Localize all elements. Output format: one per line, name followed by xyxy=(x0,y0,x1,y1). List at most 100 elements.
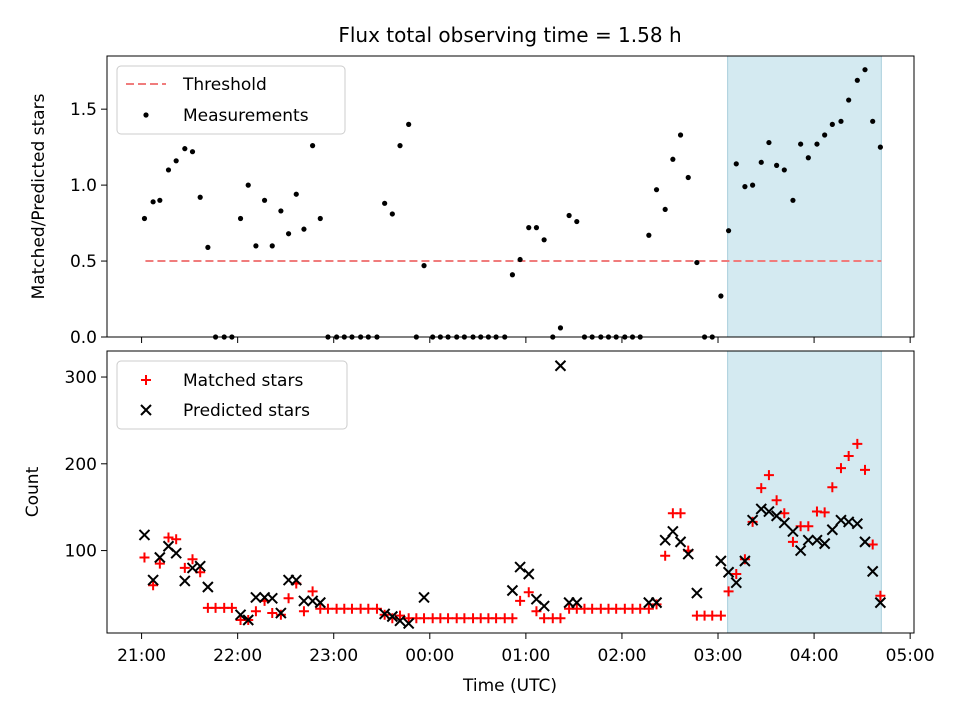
measurement-point xyxy=(517,256,523,263)
predicted-star-point xyxy=(394,615,406,627)
highlight-span xyxy=(727,55,882,338)
measurement-point xyxy=(533,225,540,231)
x-tick-label: 03:00 xyxy=(694,646,743,666)
measurement-point xyxy=(406,121,412,127)
measurement-point xyxy=(742,184,748,190)
measurement-point xyxy=(805,155,811,161)
predicted-star-point xyxy=(170,547,182,559)
predicted-star-point xyxy=(290,574,302,586)
matched-star-point xyxy=(747,516,758,527)
measurement-point xyxy=(197,194,203,200)
y-tick-label: 200 xyxy=(65,455,97,475)
predicted-star-point xyxy=(866,565,879,578)
x-axis-bottom: 21:00 22:00 23:00 00:00 01:00 02:00 03:00 04:00… xyxy=(117,633,935,666)
measurement-point xyxy=(541,237,547,243)
matched-star-point xyxy=(827,482,838,493)
measurement-point xyxy=(382,200,388,206)
measurement-point xyxy=(862,67,868,73)
y-axis-bottom: 100 200 300 xyxy=(65,368,107,562)
measurement-point xyxy=(798,141,804,147)
y-axis-label-top: Matched/Predicted stars xyxy=(29,93,49,299)
measurement-point xyxy=(269,243,275,249)
predicted-star-point xyxy=(802,534,815,546)
measurement-point xyxy=(389,211,395,217)
matched-star-point xyxy=(346,603,357,614)
matched-star-point xyxy=(507,613,518,624)
matched-star-point xyxy=(163,532,174,543)
y-tick-label: 300 xyxy=(65,368,97,388)
measurement-point xyxy=(173,158,179,164)
predicted-star-point xyxy=(682,548,694,560)
x-tick-label: 02:00 xyxy=(597,646,646,666)
matched-star-point xyxy=(491,613,502,624)
predicted-star-point xyxy=(386,610,399,623)
measurement-point xyxy=(750,182,756,188)
measurement-point xyxy=(205,244,211,250)
measurement-point xyxy=(574,218,580,225)
predicted-star-point xyxy=(650,596,663,609)
predicted-star-point xyxy=(202,581,214,593)
predicted-star-point xyxy=(755,503,767,515)
highlight-span xyxy=(727,350,882,634)
measurement-point xyxy=(182,146,188,152)
x-tick-label: 22:00 xyxy=(213,646,262,666)
legend-x-marker xyxy=(140,404,152,416)
matched-star-point xyxy=(250,606,261,617)
measurement-point xyxy=(854,77,860,83)
predicted-star-point xyxy=(691,587,703,599)
predicted-star-point xyxy=(794,544,807,557)
matched-star-point xyxy=(307,586,318,597)
measurement-point xyxy=(774,162,780,168)
predicted-star-point xyxy=(674,536,687,548)
measurement-point xyxy=(150,199,156,205)
legend-predicted-label: Predicted stars xyxy=(183,401,310,421)
matched-star-point xyxy=(210,602,221,613)
matched-star-point xyxy=(723,586,734,597)
predicted-star-point xyxy=(179,575,191,587)
predicted-star-point xyxy=(138,529,151,541)
legend-predicted-swatch xyxy=(140,404,152,416)
measurement-point xyxy=(421,263,427,269)
measurement-point xyxy=(790,197,796,203)
matched-star-point xyxy=(635,603,646,614)
y-tick-label: 1.0 xyxy=(70,176,97,196)
matched-star-point xyxy=(419,613,430,624)
matched-star-point xyxy=(298,606,309,617)
chart-title: Flux total observing time = 1.58 h xyxy=(338,23,681,47)
predicted-star-point xyxy=(506,584,519,597)
matched-star-point xyxy=(843,450,854,461)
matched-star-point xyxy=(539,613,550,624)
matched-star-point xyxy=(226,602,237,613)
predicted-stars-series xyxy=(138,360,887,630)
legend-measurements-swatch xyxy=(143,112,149,118)
predicted-star-point xyxy=(787,525,799,538)
x-tick-label: 23:00 xyxy=(309,646,358,666)
measurement-point xyxy=(870,118,876,124)
measurement-point xyxy=(733,161,739,167)
matched-star-point xyxy=(443,613,454,624)
matched-star-point xyxy=(787,536,798,547)
matched-star-point xyxy=(707,610,718,621)
measurement-point xyxy=(877,144,883,150)
predicted-star-point xyxy=(538,600,550,612)
matched-star-point xyxy=(148,580,159,591)
measurement-point xyxy=(189,149,196,155)
measurement-point xyxy=(829,121,835,127)
predicted-star-point xyxy=(266,592,278,604)
matched-star-point xyxy=(283,593,294,604)
legend-plus-marker xyxy=(141,375,151,385)
matched-star-point xyxy=(555,613,566,624)
measurement-point xyxy=(653,187,660,193)
matched-star-point xyxy=(763,470,774,481)
count-panel: 100 200 300 21:00 22:00 23:00 00:00 01:00 02:00… xyxy=(23,350,935,696)
measurement-point xyxy=(677,132,684,138)
measurement-point xyxy=(685,174,691,181)
measurement-point xyxy=(662,206,668,213)
measurement-point xyxy=(725,228,732,234)
y-axis-top: 0.0 0.5 1.0 1.5 xyxy=(70,100,107,348)
legend-threshold-label: Threshold xyxy=(182,75,267,95)
matched-star-point xyxy=(363,603,374,614)
matched-star-point xyxy=(715,610,726,621)
x-axis-top xyxy=(141,337,911,343)
